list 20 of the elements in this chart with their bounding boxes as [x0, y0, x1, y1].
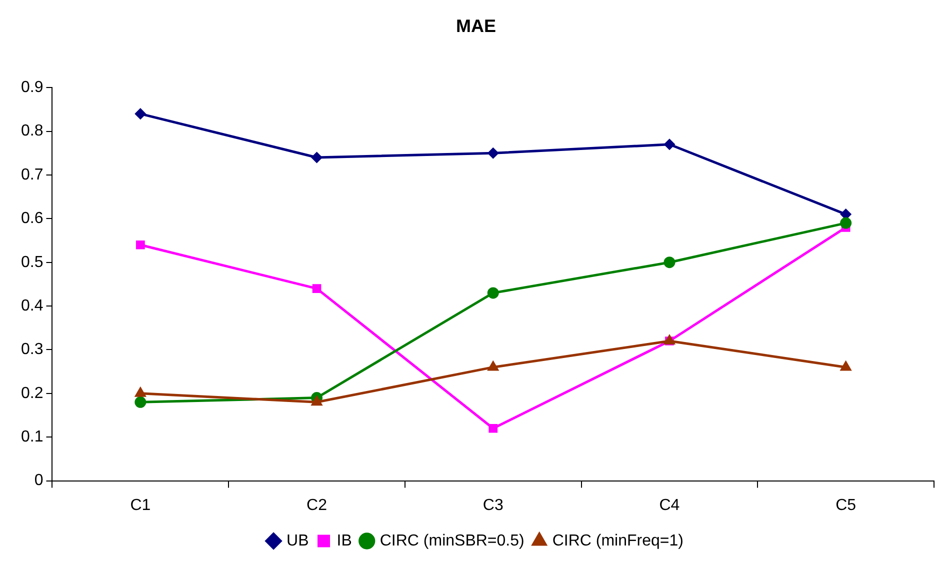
- y-tick-label: 0.7: [20, 166, 44, 184]
- x-tick-label: C3: [482, 496, 504, 514]
- y-tick-label: 0.9: [20, 79, 44, 96]
- y-tick-label: 0.5: [20, 254, 44, 271]
- y-tick-label: 0.8: [20, 122, 44, 140]
- x-tick-label: C2: [306, 496, 328, 514]
- y-tick-label: 0.3: [20, 341, 44, 358]
- legend-label: IB: [336, 532, 352, 550]
- y-tick-label: 0.2: [20, 384, 44, 402]
- legend-label: CIRC (minFreq=1): [552, 532, 684, 550]
- legend-label: CIRC (minSBR=0.5): [380, 532, 524, 550]
- y-tick-label: 0: [34, 472, 44, 490]
- y-tick-label: 0.6: [20, 210, 44, 228]
- y-tick-label: 0.4: [20, 297, 44, 314]
- chart-title: MAE: [456, 16, 496, 36]
- legend-label: UB: [286, 532, 309, 550]
- x-tick-label: C5: [836, 496, 856, 514]
- x-tick-label: C4: [659, 496, 680, 514]
- x-tick-label: C1: [130, 496, 151, 514]
- y-tick-label: 0.1: [20, 428, 44, 446]
